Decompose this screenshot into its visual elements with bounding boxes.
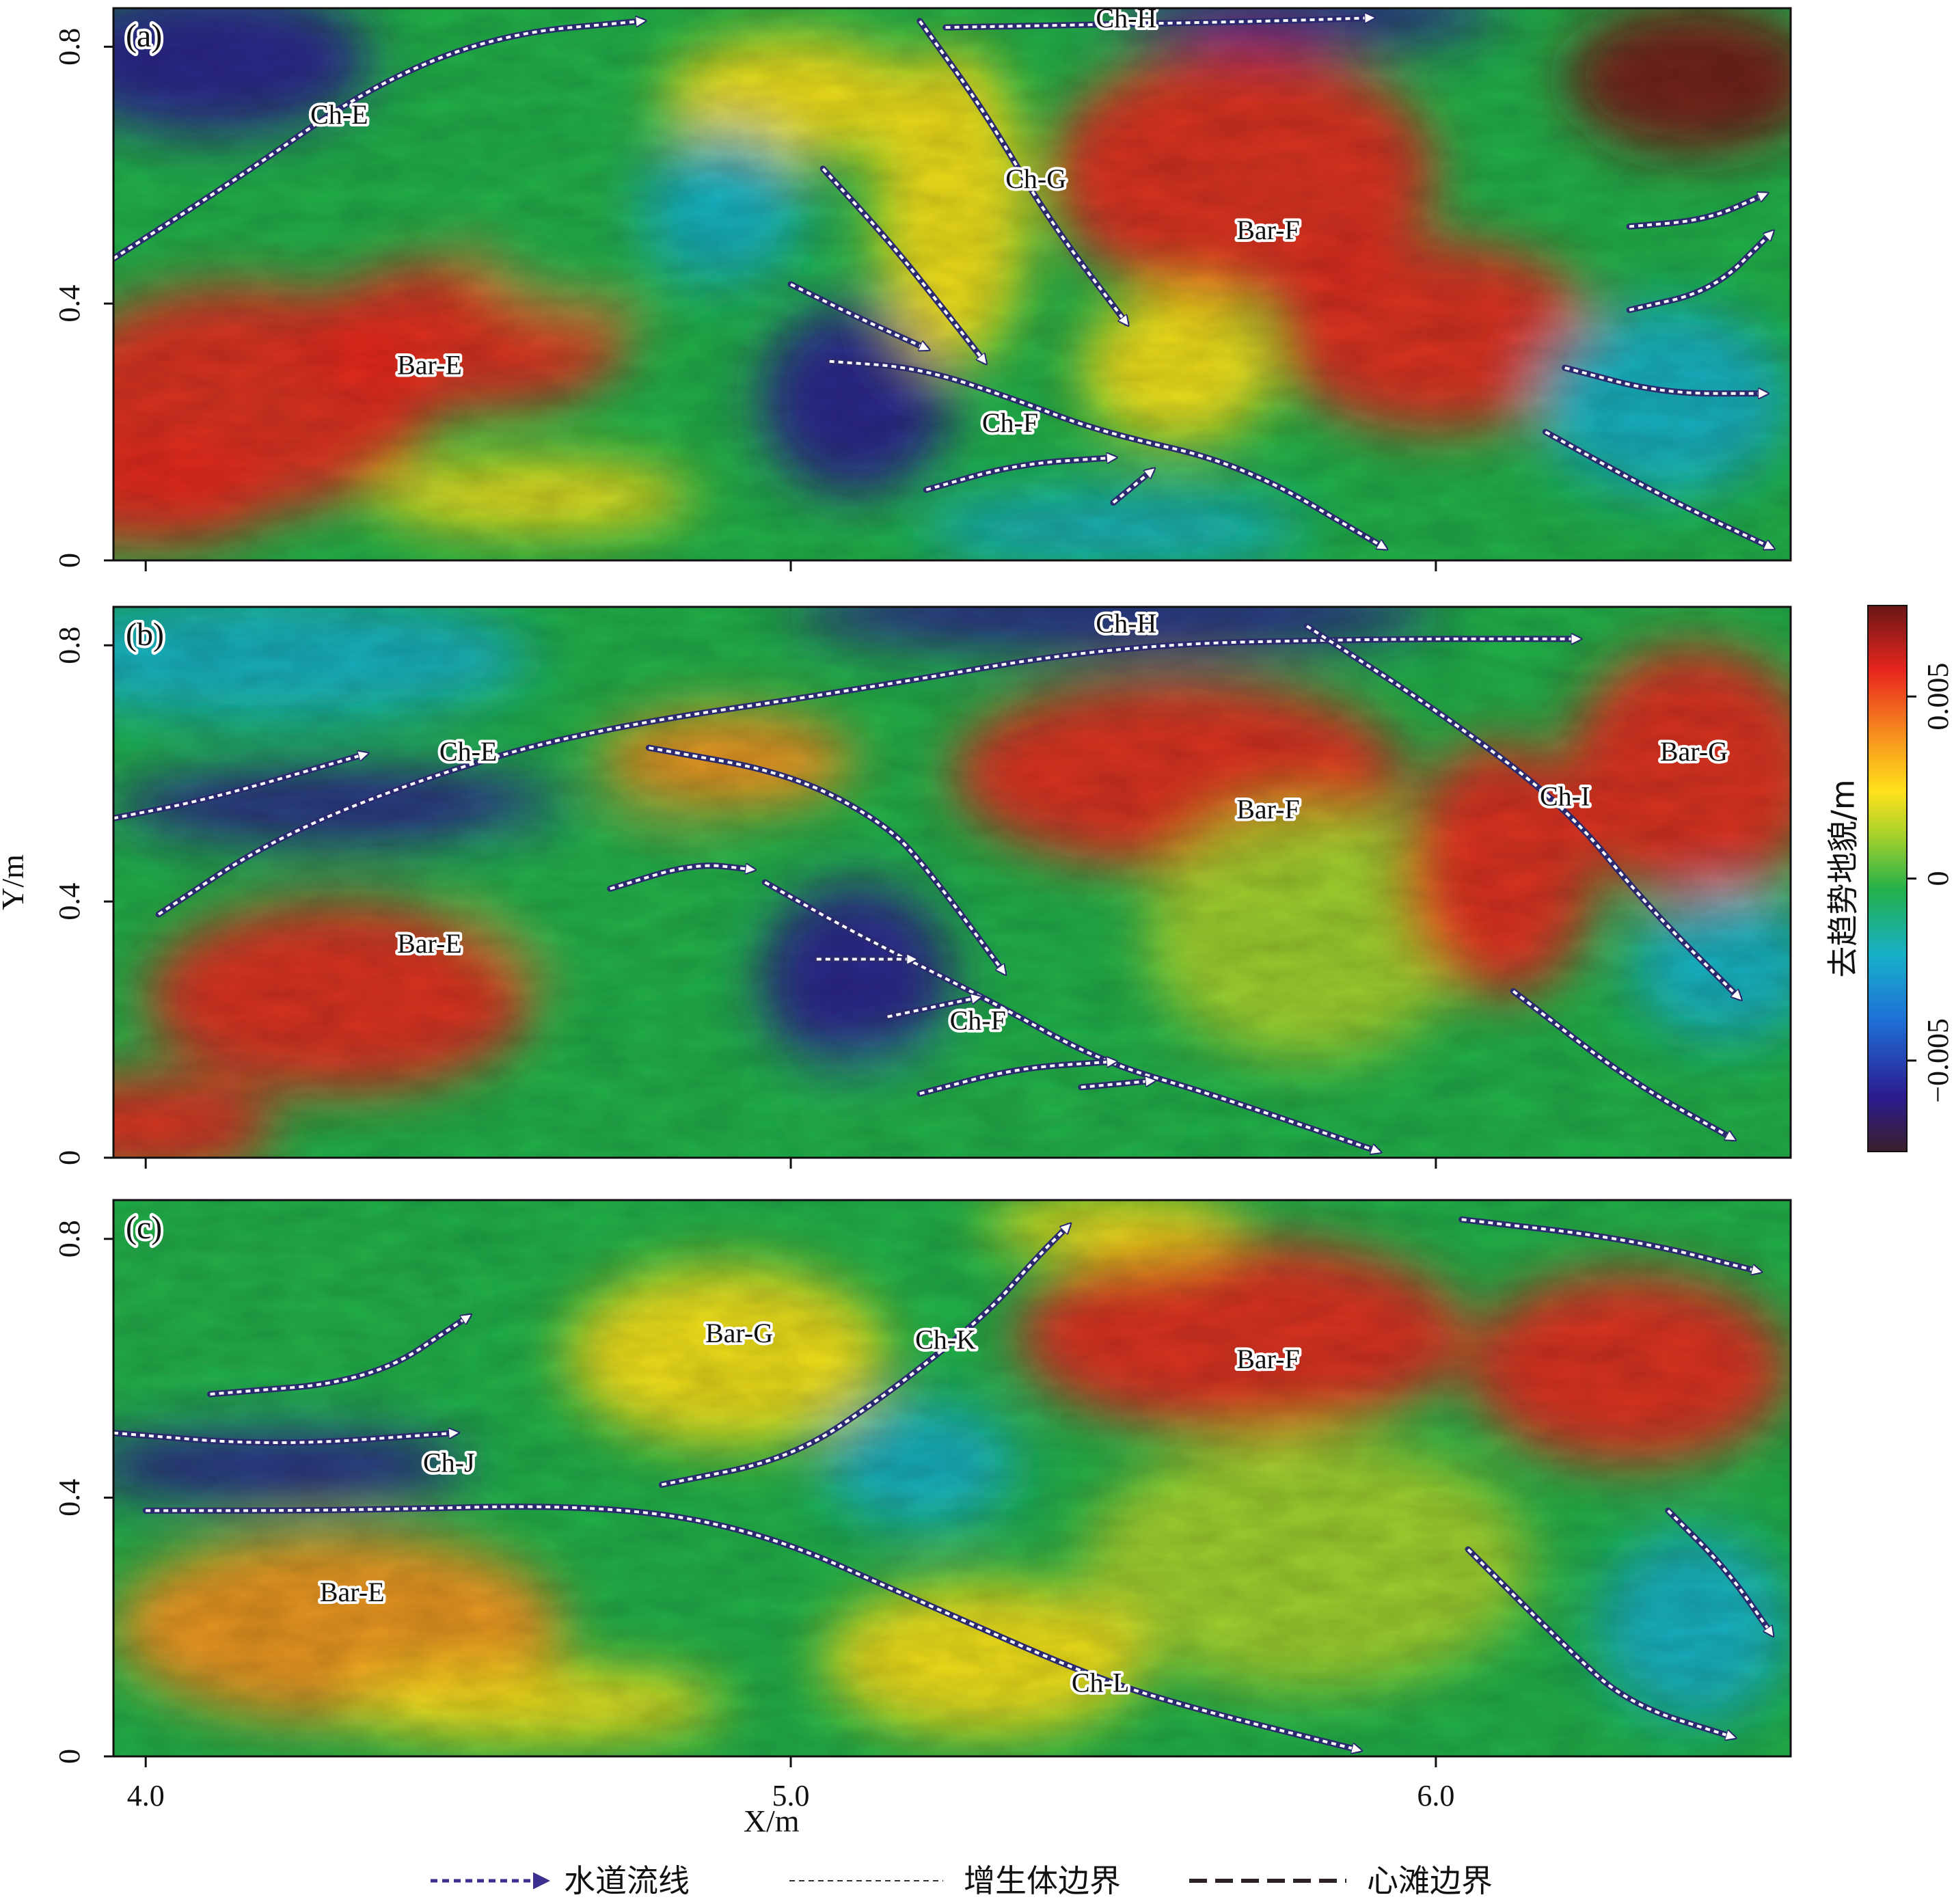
panel-frame bbox=[112, 606, 1792, 1159]
colorbar: 0.005 0 −0.005 去趋势地貌/m bbox=[1825, 605, 1954, 1152]
streamline bbox=[945, 18, 1372, 29]
streamline bbox=[146, 1505, 1358, 1750]
legend-label: 心滩边界 bbox=[1367, 1862, 1493, 1899]
feature-label: Ch-E bbox=[439, 736, 497, 767]
feature-label: Ch-F bbox=[950, 1005, 1006, 1036]
colorbar-tick-label: 0 bbox=[1921, 871, 1954, 886]
feature-label: Ch-K bbox=[915, 1324, 976, 1355]
streamline bbox=[649, 746, 1003, 972]
feature-label: Ch-F bbox=[982, 407, 1038, 438]
x-axis-title: X/m bbox=[744, 1804, 800, 1838]
feature-label: Bar-F bbox=[1236, 793, 1300, 824]
y-tick-label: 0.8 bbox=[53, 28, 86, 66]
feature-label: Ch-H bbox=[1096, 608, 1156, 638]
y-tick-label: 0 bbox=[53, 553, 86, 568]
streamline bbox=[113, 754, 365, 820]
y-tick-label: 0.8 bbox=[53, 627, 86, 664]
panel-tag: (c) bbox=[126, 1210, 162, 1246]
panel-frame bbox=[112, 7, 1792, 562]
colorbar-gradient bbox=[1867, 605, 1908, 1152]
panel-3: Bar-G Ch-K Bar-F Ch-J Bar-E Ch-L (c) bbox=[112, 1199, 1792, 1758]
panel-tag: (a) bbox=[126, 18, 162, 54]
panel-2: Ch-H Ch-E Bar-G Bar-F Ch-I Bar-E Ch-F (b) bbox=[112, 605, 1792, 1159]
legend-label: 水道流线 bbox=[564, 1862, 690, 1899]
feature-label: Bar-G bbox=[705, 1318, 773, 1348]
feature-label: Ch-L bbox=[1072, 1667, 1129, 1698]
y-tick-label: 0.4 bbox=[53, 883, 86, 921]
colorbar-tick-label: −0.005 bbox=[1921, 1018, 1954, 1103]
streamline bbox=[1545, 431, 1771, 547]
streamline bbox=[1081, 1081, 1152, 1089]
streamline bbox=[1467, 1548, 1733, 1737]
legend-label: 增生体边界 bbox=[964, 1862, 1121, 1899]
heatmap-field bbox=[113, 607, 1791, 1158]
streamline bbox=[1629, 233, 1772, 312]
feature-label: Bar-F bbox=[1236, 215, 1300, 245]
streamline bbox=[1629, 194, 1765, 228]
y-tick-label: 0.4 bbox=[53, 285, 86, 323]
y-tick-label: 0 bbox=[53, 1749, 86, 1764]
streamline bbox=[887, 998, 978, 1018]
panel-frame bbox=[112, 1199, 1792, 1758]
streamline bbox=[829, 359, 1385, 547]
heatmap-field bbox=[113, 8, 1791, 560]
streamline bbox=[822, 167, 984, 362]
streamline bbox=[157, 639, 1577, 916]
legend: 水道流线 增生体边界 心滩边界 bbox=[431, 1862, 1493, 1899]
streamline bbox=[790, 283, 926, 349]
feature-label: Ch-E bbox=[310, 99, 368, 130]
feature-label: Ch-I bbox=[1540, 781, 1590, 812]
feature-label: Bar-E bbox=[397, 350, 462, 381]
streamline bbox=[919, 1061, 1113, 1096]
colorbar-title: 去趋势地貌/m bbox=[1825, 779, 1862, 977]
panel-tag: (b) bbox=[126, 616, 164, 653]
streamline bbox=[925, 458, 1113, 491]
streamline bbox=[113, 1433, 455, 1444]
streamline bbox=[1306, 625, 1739, 998]
x-tick-label: 6.0 bbox=[1417, 1779, 1454, 1812]
streamline bbox=[210, 1316, 469, 1396]
feature-label: Bar-E bbox=[320, 1577, 385, 1607]
feature-label: Ch-G bbox=[1005, 163, 1066, 194]
panel-1: Ch-E Ch-H Ch-G Bar-F Bar-E Ch-F (a) bbox=[112, 0, 1792, 562]
feature-label: Ch-J bbox=[423, 1447, 475, 1478]
y-tick-label: 0.4 bbox=[53, 1479, 86, 1517]
colorbar-tick-label: 0.005 bbox=[1921, 663, 1954, 731]
streamline bbox=[1667, 1509, 1772, 1633]
streamline bbox=[113, 21, 642, 260]
y-tick-label: 0.8 bbox=[53, 1220, 86, 1257]
y-axis-title: Y/m bbox=[0, 854, 30, 910]
x-tick-label: 5.0 bbox=[772, 1779, 810, 1812]
y-tick-label: 0 bbox=[53, 1150, 86, 1165]
streamline bbox=[764, 881, 1378, 1152]
x-tick-label: 4.0 bbox=[127, 1779, 165, 1812]
streamline bbox=[661, 1226, 1068, 1486]
streamline bbox=[1461, 1218, 1759, 1271]
feature-label: Ch-H bbox=[1096, 3, 1156, 33]
streamline bbox=[1512, 990, 1733, 1139]
feature-label: Bar-F bbox=[1236, 1344, 1300, 1374]
heatmap-field bbox=[113, 1200, 1791, 1756]
feature-label: Bar-G bbox=[1660, 736, 1728, 767]
streamline bbox=[1564, 366, 1765, 394]
feature-label: Bar-E bbox=[397, 928, 462, 959]
streamline bbox=[919, 20, 1126, 323]
streamline bbox=[610, 866, 752, 890]
